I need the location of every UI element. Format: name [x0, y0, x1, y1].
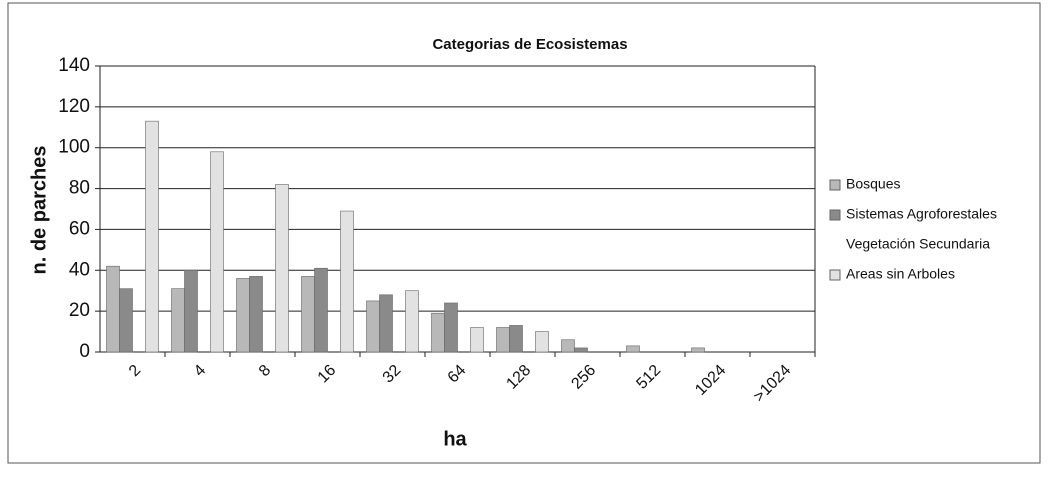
bar	[405, 290, 419, 353]
legend-label: Sistemas Agroforestales	[846, 206, 997, 222]
bar	[145, 120, 159, 353]
bar	[535, 331, 549, 353]
y-axis-label: n. de parches	[28, 146, 50, 275]
bar	[236, 278, 250, 353]
bar	[314, 267, 328, 353]
bar	[366, 300, 380, 353]
bar	[470, 327, 484, 353]
legend-swatch	[829, 179, 841, 191]
bar	[106, 265, 120, 353]
legend-swatch	[830, 240, 840, 250]
bar	[184, 269, 198, 353]
x-axis-label: ha	[443, 428, 467, 450]
bar	[379, 294, 393, 353]
bar	[626, 345, 640, 353]
legend-label: Vegetación Secundaria	[846, 236, 990, 252]
bar	[574, 347, 588, 353]
y-tick-label: 140	[58, 55, 90, 76]
y-tick-label: 120	[58, 96, 90, 117]
bar	[691, 347, 705, 353]
y-tick-label: 20	[69, 300, 90, 321]
bar	[249, 276, 263, 353]
bar	[444, 302, 458, 353]
bar	[301, 276, 315, 353]
bar	[496, 327, 510, 353]
bar	[509, 325, 523, 353]
bar	[210, 151, 224, 353]
y-tick-label: 80	[69, 178, 90, 199]
y-tick-label: 0	[79, 341, 90, 362]
y-tick-label: 40	[69, 259, 90, 280]
legend-label: Bosques	[846, 176, 900, 192]
legend-swatch	[829, 269, 841, 281]
frame	[7, 2, 1041, 464]
y-tick-label: 100	[58, 137, 90, 158]
bar	[275, 184, 289, 353]
chart-title: Categorias de Ecosistemas	[432, 36, 627, 53]
bar	[431, 312, 445, 353]
bar	[119, 288, 133, 353]
bar	[340, 210, 354, 353]
bar	[171, 288, 185, 353]
bar	[561, 339, 575, 353]
y-tick-label: 60	[69, 218, 90, 239]
legend-label: Areas sin Arboles	[846, 266, 955, 282]
legend-swatch	[829, 209, 841, 221]
